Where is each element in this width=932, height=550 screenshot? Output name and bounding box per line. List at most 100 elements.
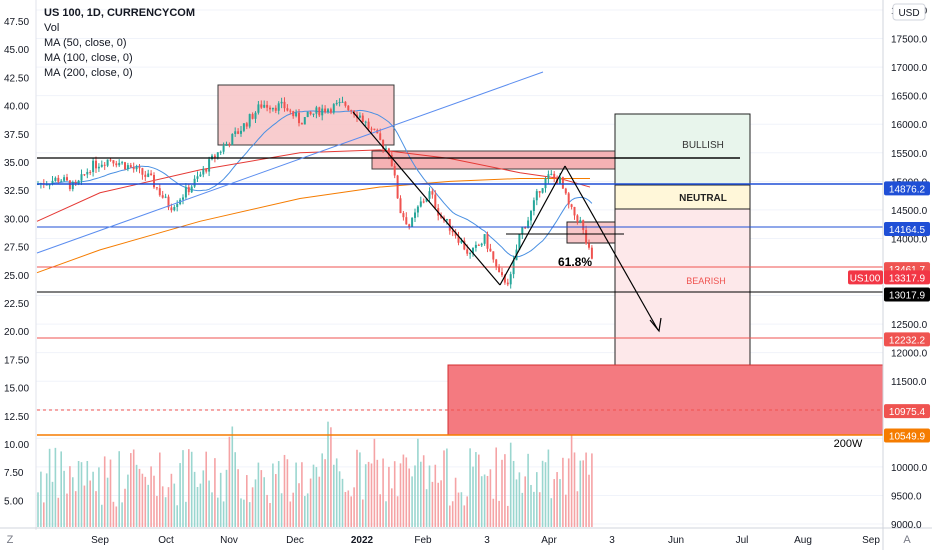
time-tick-label: Oct: [158, 535, 174, 546]
candle-body: [97, 166, 100, 169]
candle-body: [158, 188, 161, 196]
volume-bar: [202, 470, 205, 527]
volume-bar: [237, 469, 239, 527]
price-tag-label: 14164.5: [889, 225, 926, 236]
candle-body: [495, 259, 498, 267]
volume-bar: [275, 474, 277, 527]
bearish-zone[interactable]: [614, 208, 751, 366]
price-tick-label: 14000.0: [891, 234, 928, 245]
time-axis[interactable]: Sep Oct Nov Dec 2022 Feb 3 Apr 3 Jun Jul Aug Sep: [91, 535, 880, 546]
candle-body: [150, 173, 153, 176]
candle-body: [518, 234, 521, 250]
time-tick-label: Jul: [736, 535, 749, 546]
demand-zone[interactable]: [447, 364, 884, 436]
volume-bar: [234, 452, 236, 527]
candle-body: [329, 109, 332, 113]
small-box[interactable]: [566, 221, 616, 244]
volume-bar: [66, 493, 68, 527]
candle-body: [263, 104, 266, 108]
candle-body: [205, 168, 208, 172]
candle-body: [248, 114, 251, 127]
volume-bar: [454, 477, 457, 527]
volume-bar: [591, 453, 593, 527]
candle-body: [60, 180, 63, 182]
tradingview-logo-icon[interactable]: Z: [7, 534, 14, 546]
volume-bar: [150, 466, 152, 527]
volume-bar: [205, 451, 207, 527]
time-tick-label: Aug: [794, 535, 812, 546]
candles: [37, 96, 593, 289]
price-tick-label: 12000.0: [891, 349, 928, 360]
candle-body: [153, 175, 155, 188]
symbol-title[interactable]: US 100, 1D, CURRENCYCOM: [44, 7, 195, 19]
candle-body: [538, 191, 541, 193]
trend-line-up-1[interactable]: [36, 71, 544, 254]
candle-body: [234, 131, 237, 135]
time-tick-label: Apr: [541, 535, 557, 546]
candle-body: [138, 166, 141, 169]
candle-body: [428, 191, 431, 199]
candle-body: [527, 220, 530, 229]
trend-line-diag-1[interactable]: [352, 111, 501, 286]
candle-body: [202, 168, 205, 175]
volume-bar: [257, 462, 260, 527]
volume-bar: [556, 472, 558, 527]
volume-tick-label: 32.50: [4, 186, 29, 197]
price-tick-label: 11500.0: [891, 377, 927, 388]
volume-bar: [483, 474, 486, 527]
volume-tick-label: 45.00: [4, 45, 29, 56]
candle-body: [115, 163, 118, 166]
currency-button[interactable]: [892, 3, 926, 21]
volume-bar: [277, 461, 280, 527]
legend-ma100[interactable]: MA (100, close, 0): [44, 52, 133, 64]
candle-body: [338, 102, 341, 104]
candle-body: [344, 101, 347, 106]
volume-bar: [521, 492, 524, 527]
time-tick-label: Nov: [220, 535, 238, 546]
volume-bar: [376, 459, 379, 527]
candle-body: [141, 168, 144, 175]
candle-body: [124, 162, 126, 170]
candle-body: [561, 177, 564, 189]
candle-body: [506, 282, 509, 285]
legend-ma200[interactable]: MA (200, close, 0): [44, 67, 133, 79]
time-tick-label: Feb: [414, 535, 432, 546]
consolidation-box-top[interactable]: [217, 84, 395, 146]
price-tag: [884, 270, 930, 285]
candle-body: [129, 165, 132, 168]
legend-vol[interactable]: Vol: [44, 22, 60, 34]
candle-body: [524, 227, 527, 229]
candle-body: [106, 159, 109, 166]
volume-bar: [231, 426, 234, 527]
candle-body: [54, 177, 57, 181]
legend-ma50[interactable]: MA (50, close, 0): [44, 37, 127, 49]
trend-line-diag-3[interactable]: [564, 165, 659, 331]
candle-body: [283, 101, 286, 109]
candle-body: [121, 162, 124, 164]
volume-tick-label: 17.50: [4, 355, 29, 366]
bearish-label: BEARISH: [686, 276, 726, 286]
volume-bar: [37, 492, 39, 527]
volume-bar: [547, 449, 550, 527]
volume-bar: [60, 451, 62, 527]
volume-tick-label: 20.00: [4, 327, 29, 338]
volume-bar: [338, 471, 341, 527]
auto-scale-button[interactable]: A: [903, 534, 911, 546]
volume-tick-label: 7.50: [4, 468, 24, 479]
volume-tick-label: 22.50: [4, 299, 29, 310]
candle-body: [48, 184, 51, 186]
trend-line-diag-2[interactable]: [499, 165, 566, 286]
candle-body: [298, 112, 300, 124]
volume-bar: [405, 457, 408, 527]
symbol-tag-label: US100: [850, 273, 881, 284]
volume-bar: [185, 501, 187, 527]
volume-bar: [304, 496, 306, 527]
volume-bar: [362, 499, 364, 527]
candle-body: [103, 164, 106, 166]
volume-bar: [388, 466, 390, 527]
volume-axis[interactable]: 47.50 45.00 42.50 40.00 37.50 35.00 32.50 30.00…: [4, 17, 29, 507]
volume-bar: [286, 459, 289, 527]
candle-body: [503, 275, 506, 283]
candle-body: [454, 232, 457, 236]
